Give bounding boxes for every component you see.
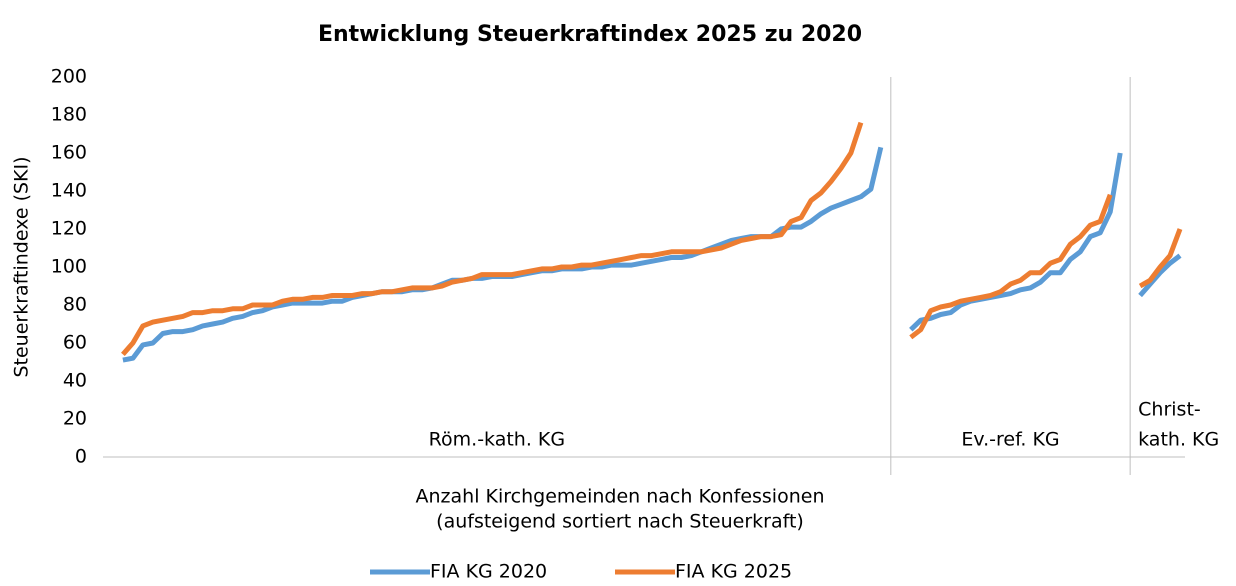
group-label: kath. KG — [1138, 429, 1219, 451]
y-tick-label: 20 — [63, 408, 87, 430]
y-tick-label: 120 — [51, 218, 87, 240]
y-tick-label: 100 — [51, 256, 87, 278]
x-axis-title: (aufsteigend sortiert nach Steuerkraft) — [436, 511, 804, 533]
y-tick-label: 80 — [63, 294, 87, 316]
y-axis-title: Steuerkraftindexe (SKI) — [11, 156, 33, 377]
group-label: Röm.-kath. KG — [429, 429, 565, 451]
group-label: Christ- — [1138, 399, 1201, 421]
series-line — [121, 121, 1183, 357]
legend-label: FIA KG 2020 — [430, 561, 547, 583]
y-tick-label: 160 — [51, 142, 87, 164]
y-tick-label: 180 — [51, 104, 87, 126]
y-tick-label: 140 — [51, 180, 87, 202]
chart-title: Entwicklung Steuerkraftindex 2025 zu 202… — [318, 22, 862, 47]
y-tick-label: 60 — [63, 332, 87, 354]
y-tick-label: 0 — [75, 446, 87, 468]
y-tick-label: 40 — [63, 370, 87, 392]
x-axis-title: Anzahl Kirchgemeinden nach Konfessionen — [416, 486, 825, 508]
group-label: Ev.-ref. KG — [961, 429, 1059, 451]
y-tick-label: 200 — [51, 66, 87, 88]
legend-label: FIA KG 2025 — [675, 561, 792, 583]
